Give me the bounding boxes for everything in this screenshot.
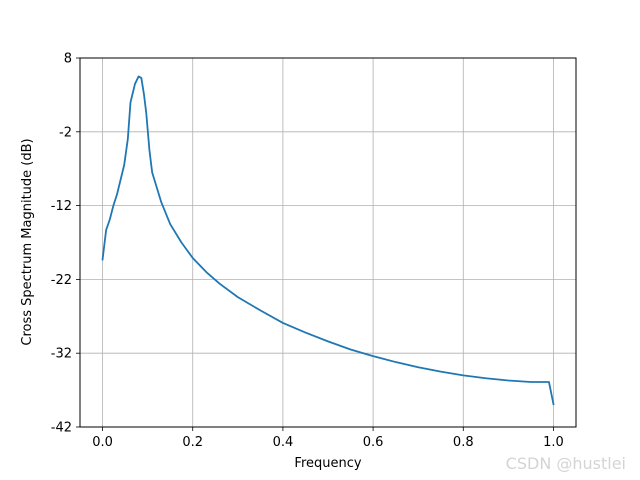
y-tick-label: -12 (51, 199, 72, 214)
grid (80, 57, 576, 428)
x-axis-label: Frequency (294, 456, 361, 471)
y-tick-label: -32 (51, 347, 72, 362)
x-tick-label: 0.2 (182, 435, 203, 450)
y-tick-label: -42 (51, 421, 72, 436)
y-tick-label: 8 (64, 52, 72, 67)
series-line-cross-spectrum (101, 75, 555, 406)
series-layer (101, 75, 555, 406)
y-tick-label: -2 (59, 125, 72, 140)
x-tick-label: 1.0 (543, 435, 564, 450)
x-tick-label: 0.0 (92, 435, 113, 450)
y-tick-label: -22 (51, 273, 72, 288)
plot-area-frame (79, 57, 577, 428)
x-tick-label: 0.6 (363, 435, 384, 450)
y-axis-label: Cross Spectrum Magnitude (dB) (20, 138, 35, 345)
y-axis-ticks: -42 -32 -22 -12 -2 8 (51, 52, 80, 436)
x-tick-label: 0.8 (453, 435, 474, 450)
x-axis-ticks: 0.0 0.2 0.4 0.6 0.8 1.0 (92, 427, 564, 450)
watermark-text: CSDN @hustlei (506, 454, 626, 473)
x-tick-label: 0.4 (273, 435, 294, 450)
